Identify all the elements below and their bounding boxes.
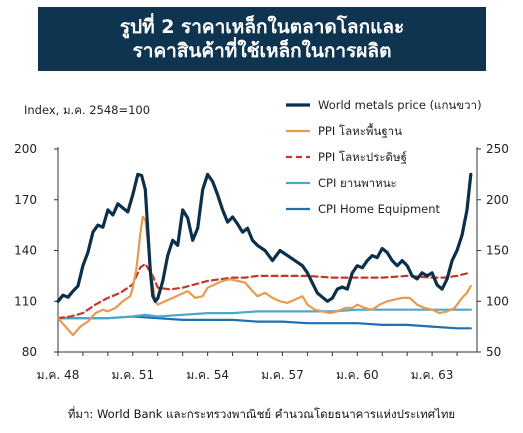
- y-right-tick-label: 200: [486, 193, 509, 207]
- title-line-1: รูปที่ 2 ราคาเหล็กในตลาดโลกและ: [119, 16, 405, 38]
- x-tick-label: ม.ค. 51: [111, 368, 154, 382]
- legend-label-1: PPI โลหะพื้นฐาน: [318, 123, 402, 138]
- series-line-3: [56, 308, 472, 320]
- y-right-tick-label: 100: [486, 294, 509, 308]
- y-right-tick-label: 150: [486, 244, 509, 258]
- y-left-axis-label: Index, ม.ค. 2548=100: [24, 103, 150, 117]
- legend-label-3: CPI ยานพาหนะ: [318, 176, 397, 190]
- y-right-tick-label: 50: [486, 345, 501, 359]
- y-left-tick-label: 110: [14, 294, 37, 308]
- line-chart: 200 170 140 110 80 250 200 150 100 50 ม.ค. 48 ม.ค. …: [14, 98, 509, 382]
- chart-title-banner: รูปที่ 2 ราคาเหล็กในตลาดโลกและ ราคาสินค้…: [38, 7, 486, 71]
- title-line-2: ราคาสินค้าที่ใช้เหล็กในการผลิต: [132, 40, 392, 62]
- x-tick-label: ม.ค. 63: [411, 368, 454, 382]
- y-left-tick-label: 140: [14, 244, 37, 258]
- series-line-0: [56, 172, 473, 303]
- y-left-tick-label: 170: [14, 193, 37, 207]
- y-right-tick-label: 250: [486, 142, 509, 156]
- legend-label-2: PPI โลหะประดิษฐ์: [318, 150, 407, 164]
- chart-area: 200 170 140 110 80 250 200 150 100 50 ม.ค. 48 ม.ค. …: [0, 80, 523, 400]
- legend-label-4: CPI Home Equipment: [318, 202, 441, 216]
- y-left-tick-label: 80: [22, 345, 37, 359]
- x-tick-label: ม.ค. 54: [186, 368, 229, 382]
- series-line-1: [56, 215, 472, 337]
- legend-label-0: World metals price (แกนขวา): [318, 98, 482, 112]
- x-tick-label: ม.ค. 48: [37, 368, 80, 382]
- series-line-2: [56, 262, 472, 320]
- source-note: ที่มา: World Bank และกระทรวงพาณิชย์ คำนว…: [67, 407, 456, 421]
- x-tick-label: ม.ค. 60: [336, 368, 379, 382]
- y-left-tick-label: 200: [14, 142, 37, 156]
- x-tick-label: ม.ค. 57: [261, 368, 304, 382]
